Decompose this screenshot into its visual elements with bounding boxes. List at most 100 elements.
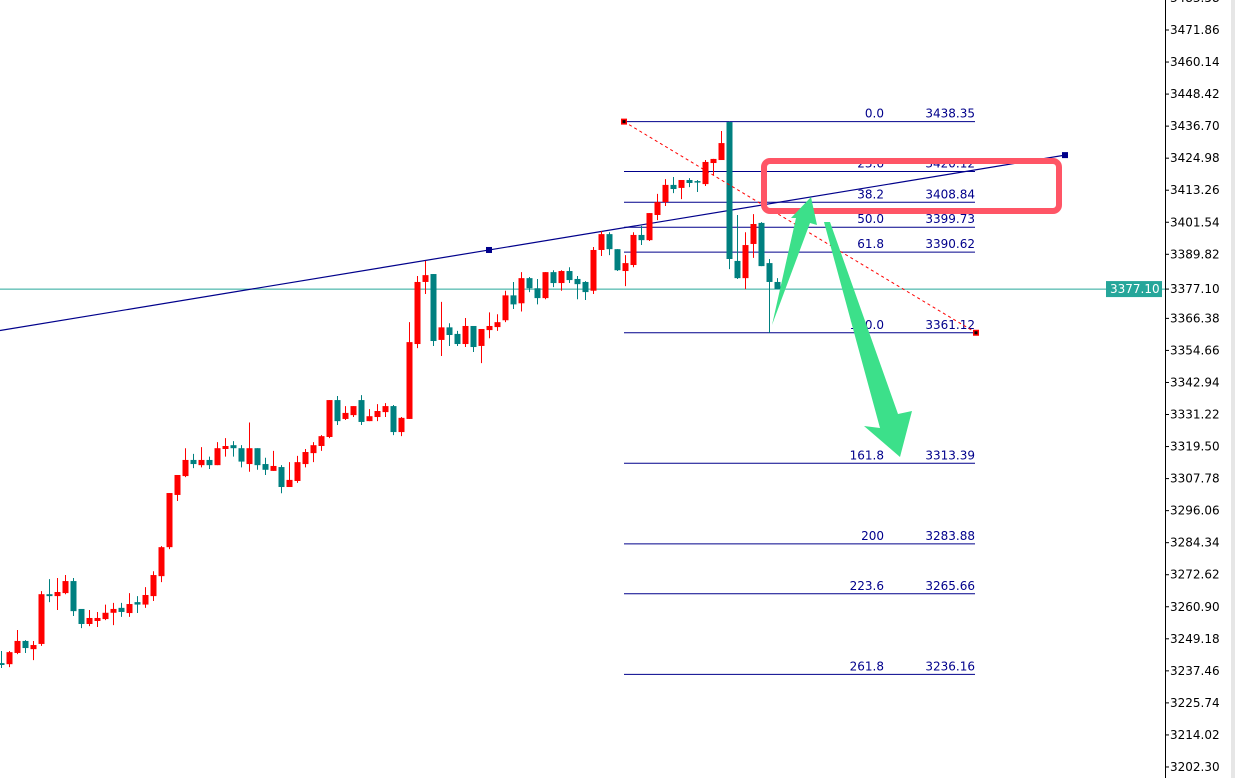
candle: [510, 281, 517, 310]
candle: [286, 462, 293, 488]
candle: [646, 213, 653, 241]
fib-level-label: 38.2: [857, 187, 884, 201]
candle: [46, 579, 53, 603]
candle: [206, 456, 213, 469]
candle-body: [486, 325, 493, 331]
price-axis[interactable]: 3483.58 3471.86 3460.14 3448.42 3436.70 3424.…: [1106, 0, 1231, 778]
price-axis-label: 3331.22: [1170, 408, 1220, 422]
candle-body: [694, 181, 701, 183]
candle-body: [574, 278, 581, 285]
candle: [590, 246, 597, 294]
candle-body: [494, 322, 501, 328]
candle: [0, 651, 5, 669]
candle-body: [518, 278, 525, 304]
candle: [150, 571, 157, 602]
candle: [190, 453, 197, 469]
trendline-handle: [486, 246, 492, 253]
candle: [238, 445, 245, 468]
candle: [462, 318, 469, 348]
candle-body: [542, 272, 549, 299]
price-axis-background: [1165, 0, 1231, 778]
candle-body: [614, 249, 621, 271]
candle: [198, 447, 205, 468]
candle: [486, 312, 493, 339]
candle-body: [254, 448, 261, 466]
candle: [342, 406, 349, 421]
candle-body: [318, 436, 325, 447]
candle: [422, 260, 429, 294]
candle: [366, 409, 373, 422]
candle-body: [246, 448, 253, 465]
candle: [654, 193, 661, 221]
candle: [230, 441, 237, 457]
candle: [766, 258, 773, 333]
candle: [254, 448, 261, 470]
fib-level-price: 3438.35: [925, 107, 975, 121]
candle: [694, 179, 701, 193]
price-axis-label: 3249.18: [1170, 632, 1220, 646]
candle-body: [22, 640, 29, 649]
price-axis-label: 3272.62: [1170, 568, 1220, 582]
candle: [726, 121, 733, 270]
candle-body: [358, 400, 365, 422]
fib-level-price: 3313.39: [925, 448, 975, 462]
price-axis-label: 3307.78: [1170, 472, 1220, 486]
candle: [110, 602, 117, 626]
candle: [758, 222, 765, 267]
candle-body: [670, 184, 677, 190]
candle: [430, 274, 437, 346]
candle: [126, 593, 133, 617]
candle: [294, 455, 301, 483]
candle: [734, 214, 741, 279]
candle-body: [390, 406, 397, 433]
candle-body: [150, 575, 157, 597]
candle: [182, 448, 189, 478]
candle: [86, 610, 93, 627]
candle: [174, 474, 181, 501]
candle: [502, 290, 509, 323]
up-arrow-icon: [772, 197, 817, 325]
candle-body: [334, 400, 341, 422]
candle-body: [646, 213, 653, 241]
candle-body: [326, 400, 333, 437]
candle-body: [6, 652, 13, 665]
candle-body: [478, 328, 485, 346]
candle: [270, 450, 277, 471]
candle: [438, 301, 445, 357]
candle-body: [302, 452, 309, 465]
candle-body: [558, 271, 565, 284]
candle: [358, 395, 365, 425]
candle-body: [398, 417, 405, 433]
trendline-segment: [0, 154, 1066, 332]
candle-body: [638, 234, 645, 241]
candle-body: [534, 288, 541, 299]
candle-body: [78, 608, 85, 624]
candle: [62, 575, 69, 595]
price-axis-label: 3389.82: [1170, 247, 1220, 261]
candle-body: [598, 234, 605, 250]
candle-body: [446, 327, 453, 336]
candle: [94, 611, 101, 627]
candle-body: [678, 179, 685, 188]
price-axis-label: 3237.46: [1170, 664, 1220, 678]
fib-level-label: 223.6: [850, 579, 884, 593]
candle: [702, 160, 709, 187]
right-edge-strip: [1231, 0, 1235, 778]
fib-level-price: 3236.16: [925, 659, 975, 673]
candle-body: [142, 595, 149, 605]
candle-body: [222, 446, 229, 450]
candle-body: [310, 445, 317, 454]
fib-level-price: 3283.88: [925, 529, 975, 543]
candle: [598, 231, 605, 256]
candle-body: [510, 295, 517, 305]
trendline[interactable]: [0, 152, 1068, 332]
candle-body: [14, 640, 21, 653]
candle-body: [622, 263, 629, 272]
candle-body: [158, 547, 165, 577]
fib-anchor-handle-center: [622, 120, 626, 124]
candle-body: [382, 406, 389, 413]
candle-body: [406, 342, 413, 419]
